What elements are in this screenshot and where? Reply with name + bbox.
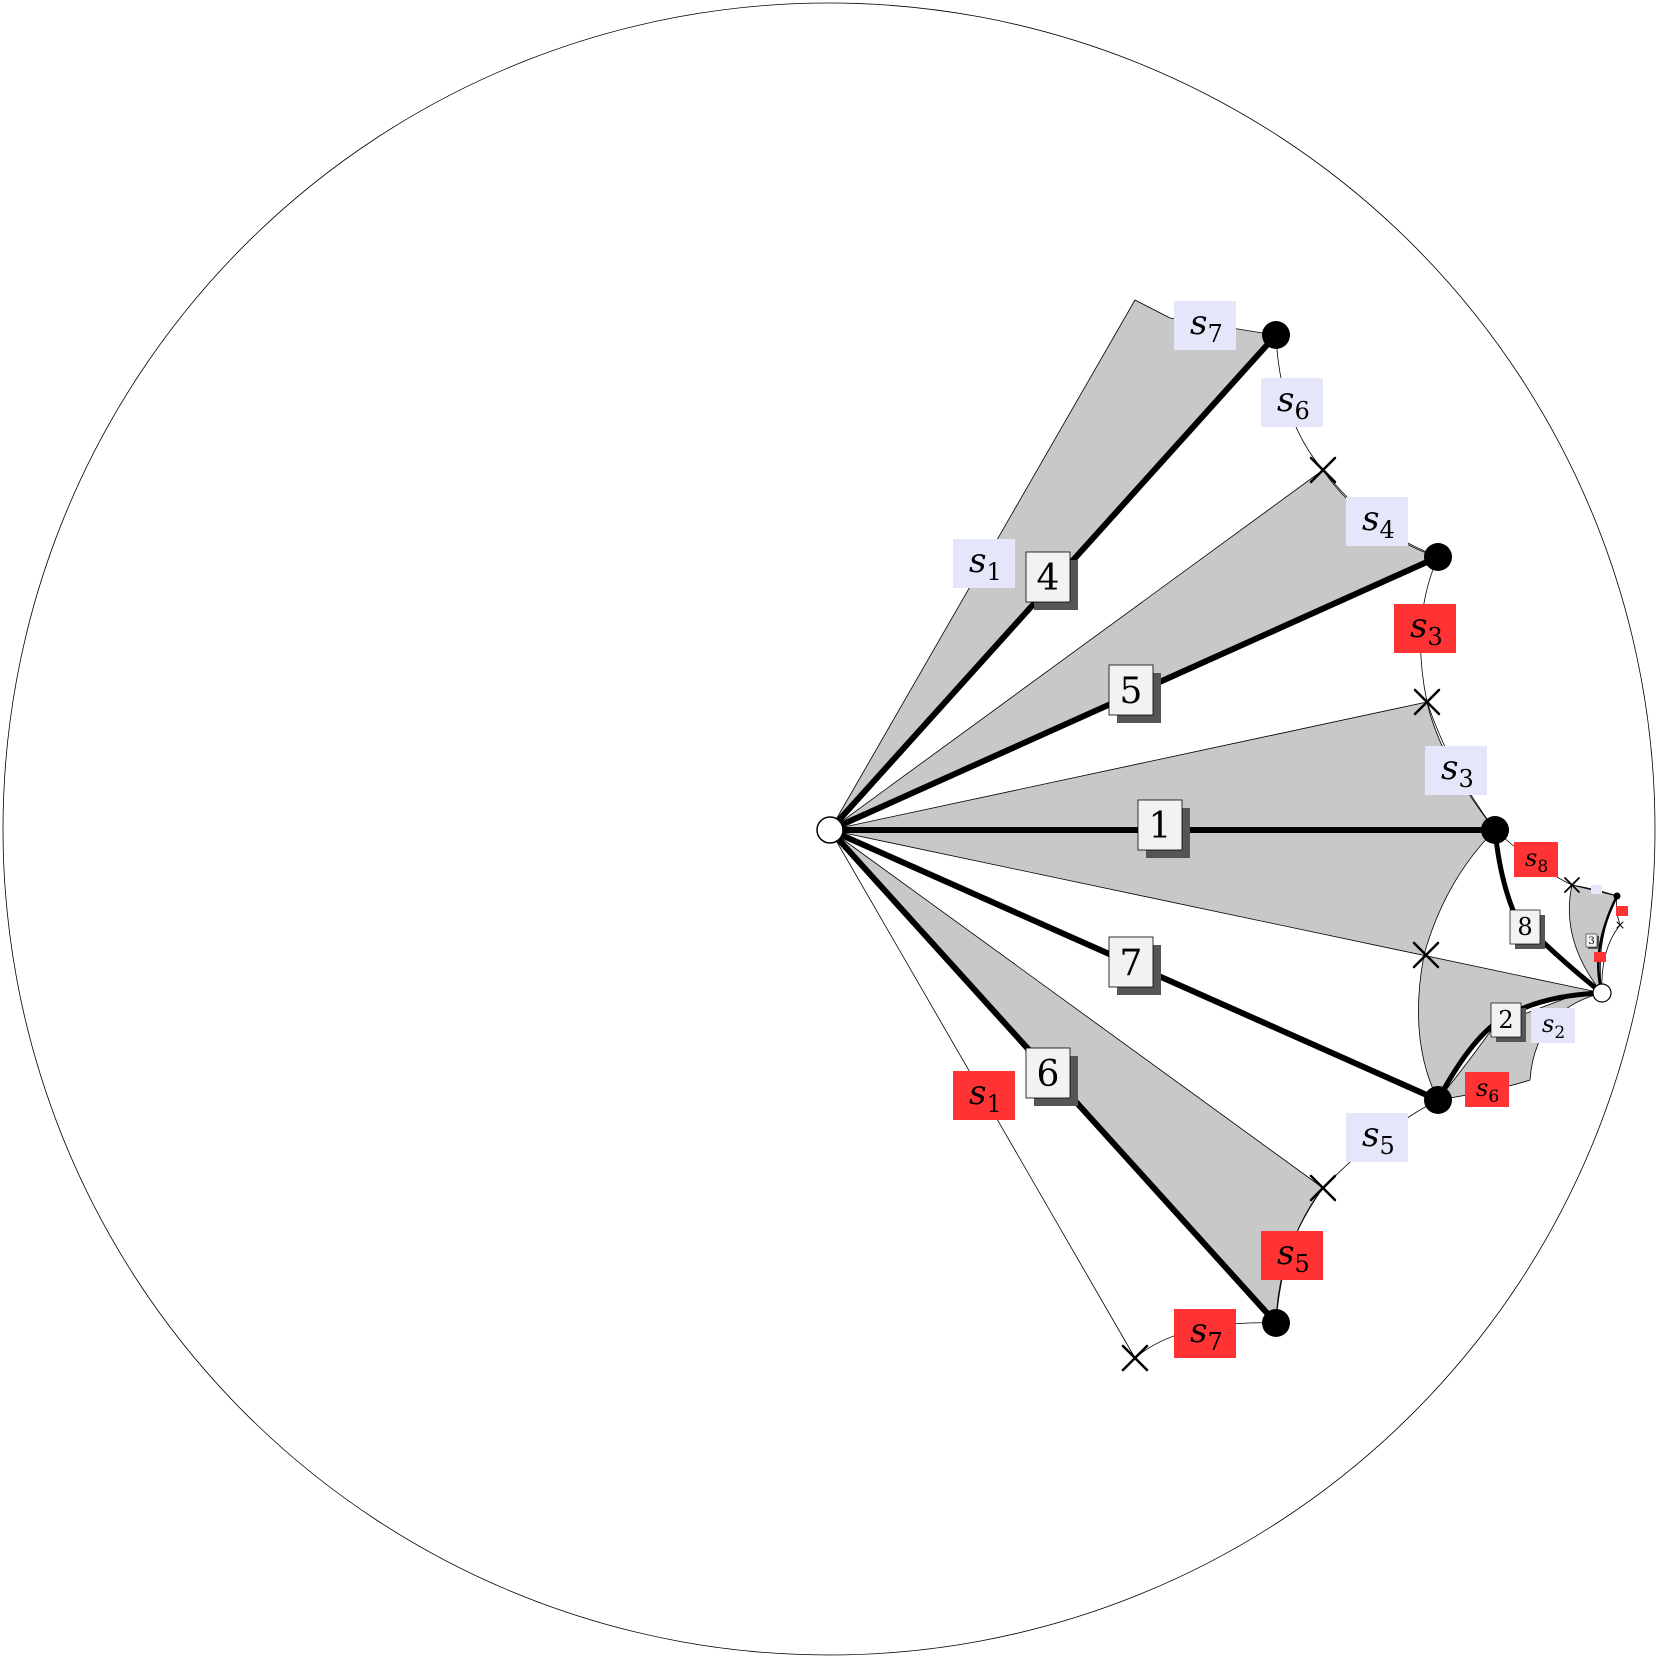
svg-text:s1: s1 bbox=[969, 541, 1002, 586]
red-label-tiny-2 bbox=[1594, 952, 1606, 962]
red-label-s3: s3 bbox=[1394, 604, 1456, 653]
cross-mark-6 bbox=[1564, 877, 1580, 893]
blue-label-tiny-1 bbox=[1591, 885, 1602, 894]
blue-labels: s7 s6 s4 s1 s3 s5 s2 bbox=[953, 301, 1602, 1162]
red-label-s6: s6 bbox=[1465, 1072, 1509, 1107]
edge-box-3: 3 bbox=[1585, 933, 1599, 949]
vertices bbox=[816, 321, 1621, 1337]
shaded-regions bbox=[829, 299, 1618, 1324]
blue-label-s3: s3 bbox=[1425, 746, 1487, 795]
edge-box-4: 4 bbox=[1025, 551, 1078, 610]
edge-box-7: 7 bbox=[1108, 936, 1161, 995]
red-label-s1: s1 bbox=[953, 1071, 1015, 1120]
cross-mark-7 bbox=[1616, 921, 1624, 929]
red-label-tiny-1 bbox=[1616, 906, 1628, 916]
edge-label-1: 1 bbox=[1149, 806, 1172, 847]
svg-text:s6: s6 bbox=[1277, 380, 1310, 425]
svg-text:s1: s1 bbox=[969, 1073, 1002, 1118]
cross-mark-2 bbox=[1413, 688, 1441, 716]
blue-label-s4: s4 bbox=[1346, 497, 1408, 546]
vertex-filled-upper bbox=[1424, 543, 1452, 571]
blue-label-s2: s2 bbox=[1531, 1008, 1575, 1043]
vertex-filled-lower bbox=[1424, 1086, 1452, 1114]
blue-label-s7: s7 bbox=[1174, 301, 1236, 350]
svg-text:s7: s7 bbox=[1190, 303, 1223, 348]
cross-mark-4 bbox=[1309, 1174, 1337, 1202]
svg-text:s5: s5 bbox=[1362, 1115, 1395, 1160]
svg-text:s3: s3 bbox=[1441, 748, 1474, 793]
vertex-open-center bbox=[816, 816, 844, 844]
edge-number-boxes: 4 5 1 7 6 8 2 bbox=[1025, 551, 1599, 1106]
svg-text:s2: s2 bbox=[1542, 1010, 1565, 1043]
edge-label-8: 8 bbox=[1517, 913, 1532, 941]
edge-label-3: 3 bbox=[1588, 936, 1594, 947]
svg-text:s6: s6 bbox=[1476, 1074, 1499, 1107]
blue-label-s6: s6 bbox=[1261, 378, 1323, 427]
svg-text:s4: s4 bbox=[1362, 499, 1395, 544]
svg-text:s7: s7 bbox=[1190, 1311, 1223, 1356]
edge-box-5: 5 bbox=[1108, 664, 1161, 723]
vertex-filled-bottom bbox=[1262, 1309, 1290, 1337]
edge-label-2: 2 bbox=[1498, 1006, 1513, 1034]
vertex-open-right bbox=[1592, 983, 1612, 1003]
svg-text:s5: s5 bbox=[1277, 1233, 1310, 1278]
cross-mark-5 bbox=[1121, 1344, 1149, 1372]
cross-mark-1 bbox=[1309, 456, 1337, 484]
vertex-filled-tiny bbox=[1613, 892, 1621, 900]
cross-vertices bbox=[1121, 456, 1624, 1372]
blue-label-s1: s1 bbox=[953, 539, 1015, 588]
svg-text:s8: s8 bbox=[1525, 844, 1548, 877]
blue-label-s5: s5 bbox=[1346, 1113, 1408, 1162]
red-labels: s3 s8 s1 s6 s5 s7 bbox=[953, 604, 1628, 1358]
vertex-filled-top bbox=[1262, 321, 1290, 349]
red-label-s7: s7 bbox=[1174, 1309, 1236, 1358]
svg-text:s3: s3 bbox=[1410, 606, 1443, 651]
edge-box-1: 1 bbox=[1137, 799, 1190, 858]
edge-box-8: 8 bbox=[1509, 909, 1545, 949]
red-label-s5: s5 bbox=[1261, 1231, 1323, 1280]
edge-label-7: 7 bbox=[1120, 943, 1143, 984]
edge-label-4: 4 bbox=[1037, 558, 1060, 599]
edge-box-2: 2 bbox=[1490, 1002, 1526, 1042]
edge-label-6: 6 bbox=[1037, 1054, 1060, 1095]
vertex-filled-middle bbox=[1481, 816, 1509, 844]
cross-mark-3 bbox=[1412, 941, 1440, 969]
edge-label-5: 5 bbox=[1120, 671, 1143, 712]
red-label-s8: s8 bbox=[1514, 842, 1558, 877]
edge-box-6: 6 bbox=[1025, 1047, 1078, 1106]
